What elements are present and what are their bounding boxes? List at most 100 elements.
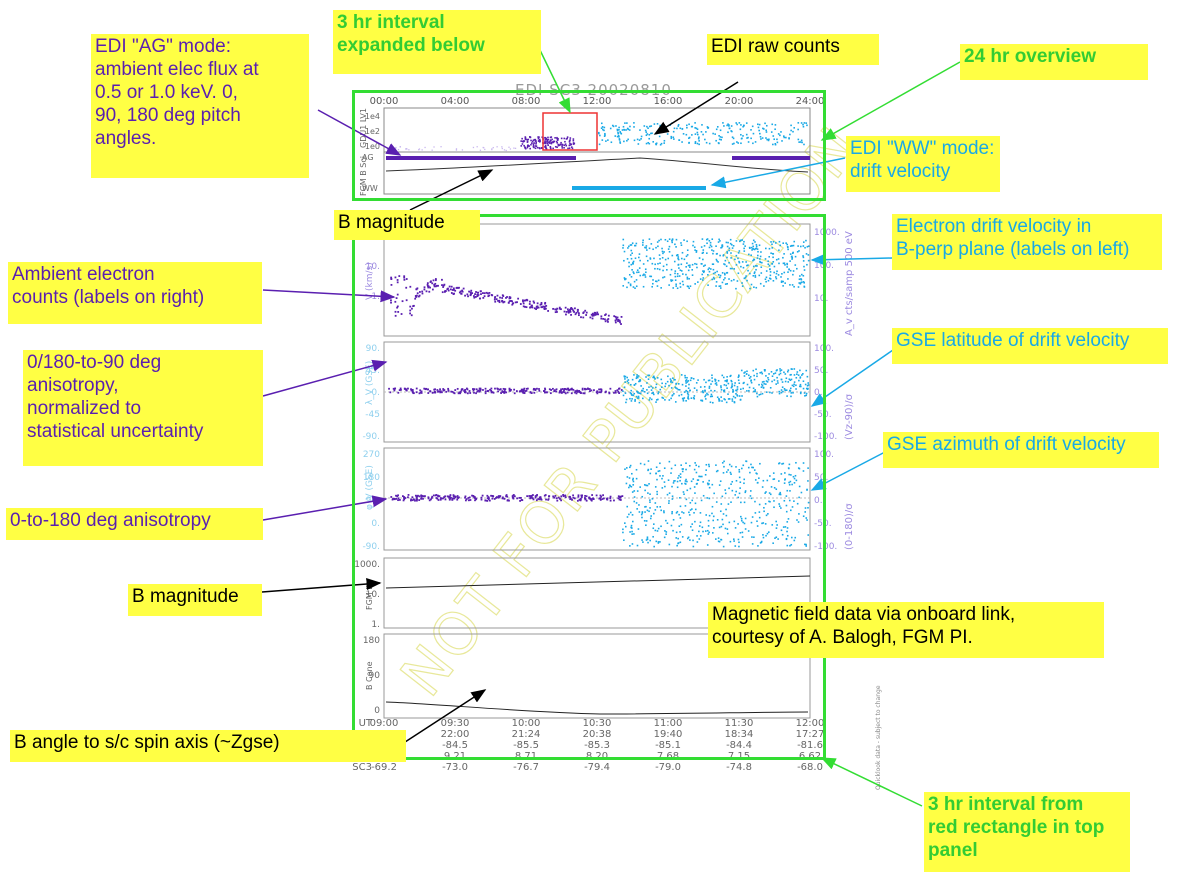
data-point	[789, 133, 791, 136]
data-point	[448, 495, 451, 498]
data-point	[672, 518, 675, 521]
data-point	[701, 124, 703, 126]
footer-cell: 8.71	[515, 751, 537, 762]
data-point	[637, 397, 640, 399]
b-tick: 10.	[366, 590, 380, 600]
data-point	[699, 521, 702, 524]
data-point	[545, 142, 547, 145]
data-point	[624, 522, 626, 524]
data-point	[678, 474, 680, 477]
data-point	[619, 499, 622, 501]
data-point	[512, 302, 515, 305]
data-point	[654, 509, 657, 511]
data-point	[459, 392, 462, 395]
data-point	[420, 494, 423, 497]
data-point	[545, 307, 547, 310]
data-point	[765, 129, 767, 132]
data-point	[642, 397, 644, 400]
data-point	[720, 525, 723, 528]
data-point	[650, 125, 653, 127]
data-point	[577, 308, 579, 311]
data-point	[626, 516, 629, 518]
data-point	[688, 511, 690, 514]
data-point	[709, 241, 712, 244]
data-point	[547, 141, 550, 143]
data-point	[751, 466, 753, 469]
data-point	[419, 291, 421, 293]
data-point	[556, 141, 559, 144]
data-point	[403, 275, 406, 278]
data-point	[792, 273, 794, 276]
data-point	[772, 478, 775, 481]
data-point	[790, 124, 792, 127]
data-point	[704, 398, 707, 400]
data-point	[721, 272, 724, 274]
data-point	[687, 264, 690, 267]
data-point	[796, 502, 799, 505]
data-point	[714, 378, 716, 381]
data-point	[389, 391, 392, 394]
data-point	[554, 137, 556, 139]
data-point	[476, 295, 479, 298]
data-point	[793, 381, 796, 383]
data-point	[626, 380, 629, 383]
data-point	[710, 393, 713, 396]
data-point	[686, 392, 689, 395]
data-point	[570, 143, 573, 146]
data-point	[701, 279, 704, 281]
data-point	[780, 507, 782, 509]
data-point	[747, 466, 750, 469]
data-point	[615, 125, 617, 127]
data-point	[741, 282, 743, 284]
data-point	[410, 499, 412, 502]
data-point	[482, 146, 484, 149]
data-point	[623, 140, 625, 143]
data-point	[665, 519, 667, 522]
data-point	[401, 495, 404, 498]
data-point	[743, 522, 746, 525]
data-point	[741, 261, 744, 263]
data-point	[584, 495, 587, 497]
data-point	[470, 289, 473, 292]
data-point	[791, 256, 794, 259]
footer-cell: 19:40	[654, 729, 683, 740]
data-point	[688, 123, 690, 126]
data-point	[611, 124, 614, 127]
data-point	[802, 255, 804, 257]
vel-right-tick: 1000.	[814, 228, 840, 238]
data-point	[411, 390, 414, 393]
data-point	[631, 398, 633, 400]
data-point	[659, 262, 661, 264]
data-point	[618, 138, 621, 140]
data-point	[755, 243, 758, 246]
data-point	[534, 389, 537, 391]
data-point	[668, 250, 671, 253]
data-point	[505, 495, 508, 498]
data-point	[765, 124, 768, 127]
data-point	[731, 480, 734, 483]
data-point	[787, 248, 789, 251]
data-point	[564, 388, 566, 390]
data-point	[701, 238, 704, 240]
data-point	[730, 252, 732, 254]
data-point	[770, 486, 773, 488]
b-tick: 1.	[371, 620, 380, 630]
data-point	[668, 245, 671, 248]
data-point	[483, 292, 486, 295]
data-point	[405, 299, 408, 302]
data-point	[807, 480, 809, 482]
data-point	[647, 127, 649, 130]
data-point	[564, 140, 566, 143]
data-point	[701, 399, 704, 402]
data-point	[682, 273, 684, 275]
data-point	[565, 388, 568, 391]
data-point	[702, 258, 704, 261]
data-point	[745, 122, 748, 124]
data-point	[752, 466, 755, 469]
data-point	[750, 380, 752, 382]
data-point	[635, 477, 638, 480]
data-point	[592, 314, 595, 317]
data-point	[723, 389, 725, 392]
data-point	[479, 297, 481, 300]
data-point	[738, 260, 740, 263]
